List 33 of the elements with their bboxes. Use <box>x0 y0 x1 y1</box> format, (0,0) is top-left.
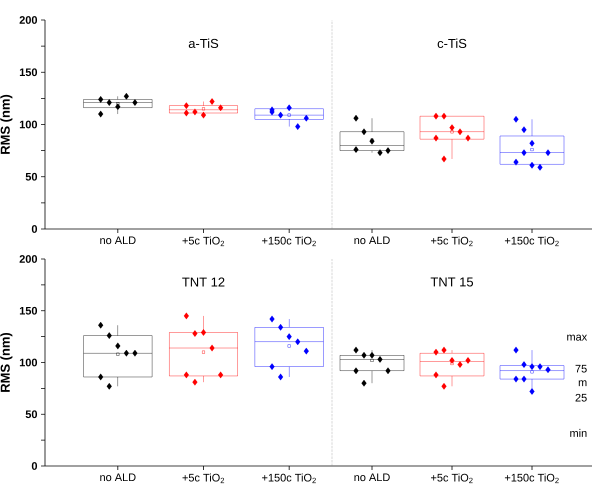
annotation: min <box>570 428 586 437</box>
annotation: 25 <box>576 394 587 402</box>
y-tick-label: 100 <box>20 358 38 366</box>
y-tick-label: 200 <box>20 16 38 24</box>
x-tick-label: no ALD <box>354 474 390 482</box>
text: a-TiS <box>188 38 218 48</box>
x-tick-label: +5c TiO$_{2}$ <box>431 236 473 246</box>
y-tick-label: 150 <box>20 68 38 76</box>
x-tick-label: +150c TiO$_{2}$ <box>262 236 316 246</box>
y-tick-label: 50 <box>26 172 38 181</box>
x-tick-label: +150c TiO$_{2}$ <box>504 236 559 246</box>
y-axis-title: RMS (nm) <box>0 332 12 392</box>
y-tick-label: 50 <box>26 410 38 418</box>
text: c-TiS <box>438 38 466 48</box>
text: TNT 15 <box>430 277 474 287</box>
x-tick-label: +150c TiO$_{2}$ <box>504 474 559 484</box>
y-tick-label: 150 <box>20 306 38 315</box>
x-tick-label: no ALD <box>354 236 390 244</box>
annotation: m <box>578 380 586 386</box>
annotation: 75 <box>576 364 587 373</box>
annotation: max <box>567 334 588 341</box>
x-tick-label: +5c TiO$_{2}$ <box>182 236 224 246</box>
y-axis-title: RMS (nm) <box>0 94 12 154</box>
x-tick-label: +150c TiO$_{2}$ <box>262 474 316 484</box>
x-tick-label: no ALD <box>100 236 136 244</box>
y-tick-label: 100 <box>20 120 38 128</box>
text: TNT 12 <box>182 277 224 287</box>
x-tick-label: no ALD <box>100 474 136 482</box>
y-tick-label: 0 <box>32 225 38 233</box>
x-tick-label: +5c TiO$_{2}$ <box>182 474 224 484</box>
y-tick-label: 0 <box>32 462 38 470</box>
y-tick-label: 200 <box>20 255 38 263</box>
x-tick-label: +5c TiO$_{2}$ <box>431 474 473 484</box>
